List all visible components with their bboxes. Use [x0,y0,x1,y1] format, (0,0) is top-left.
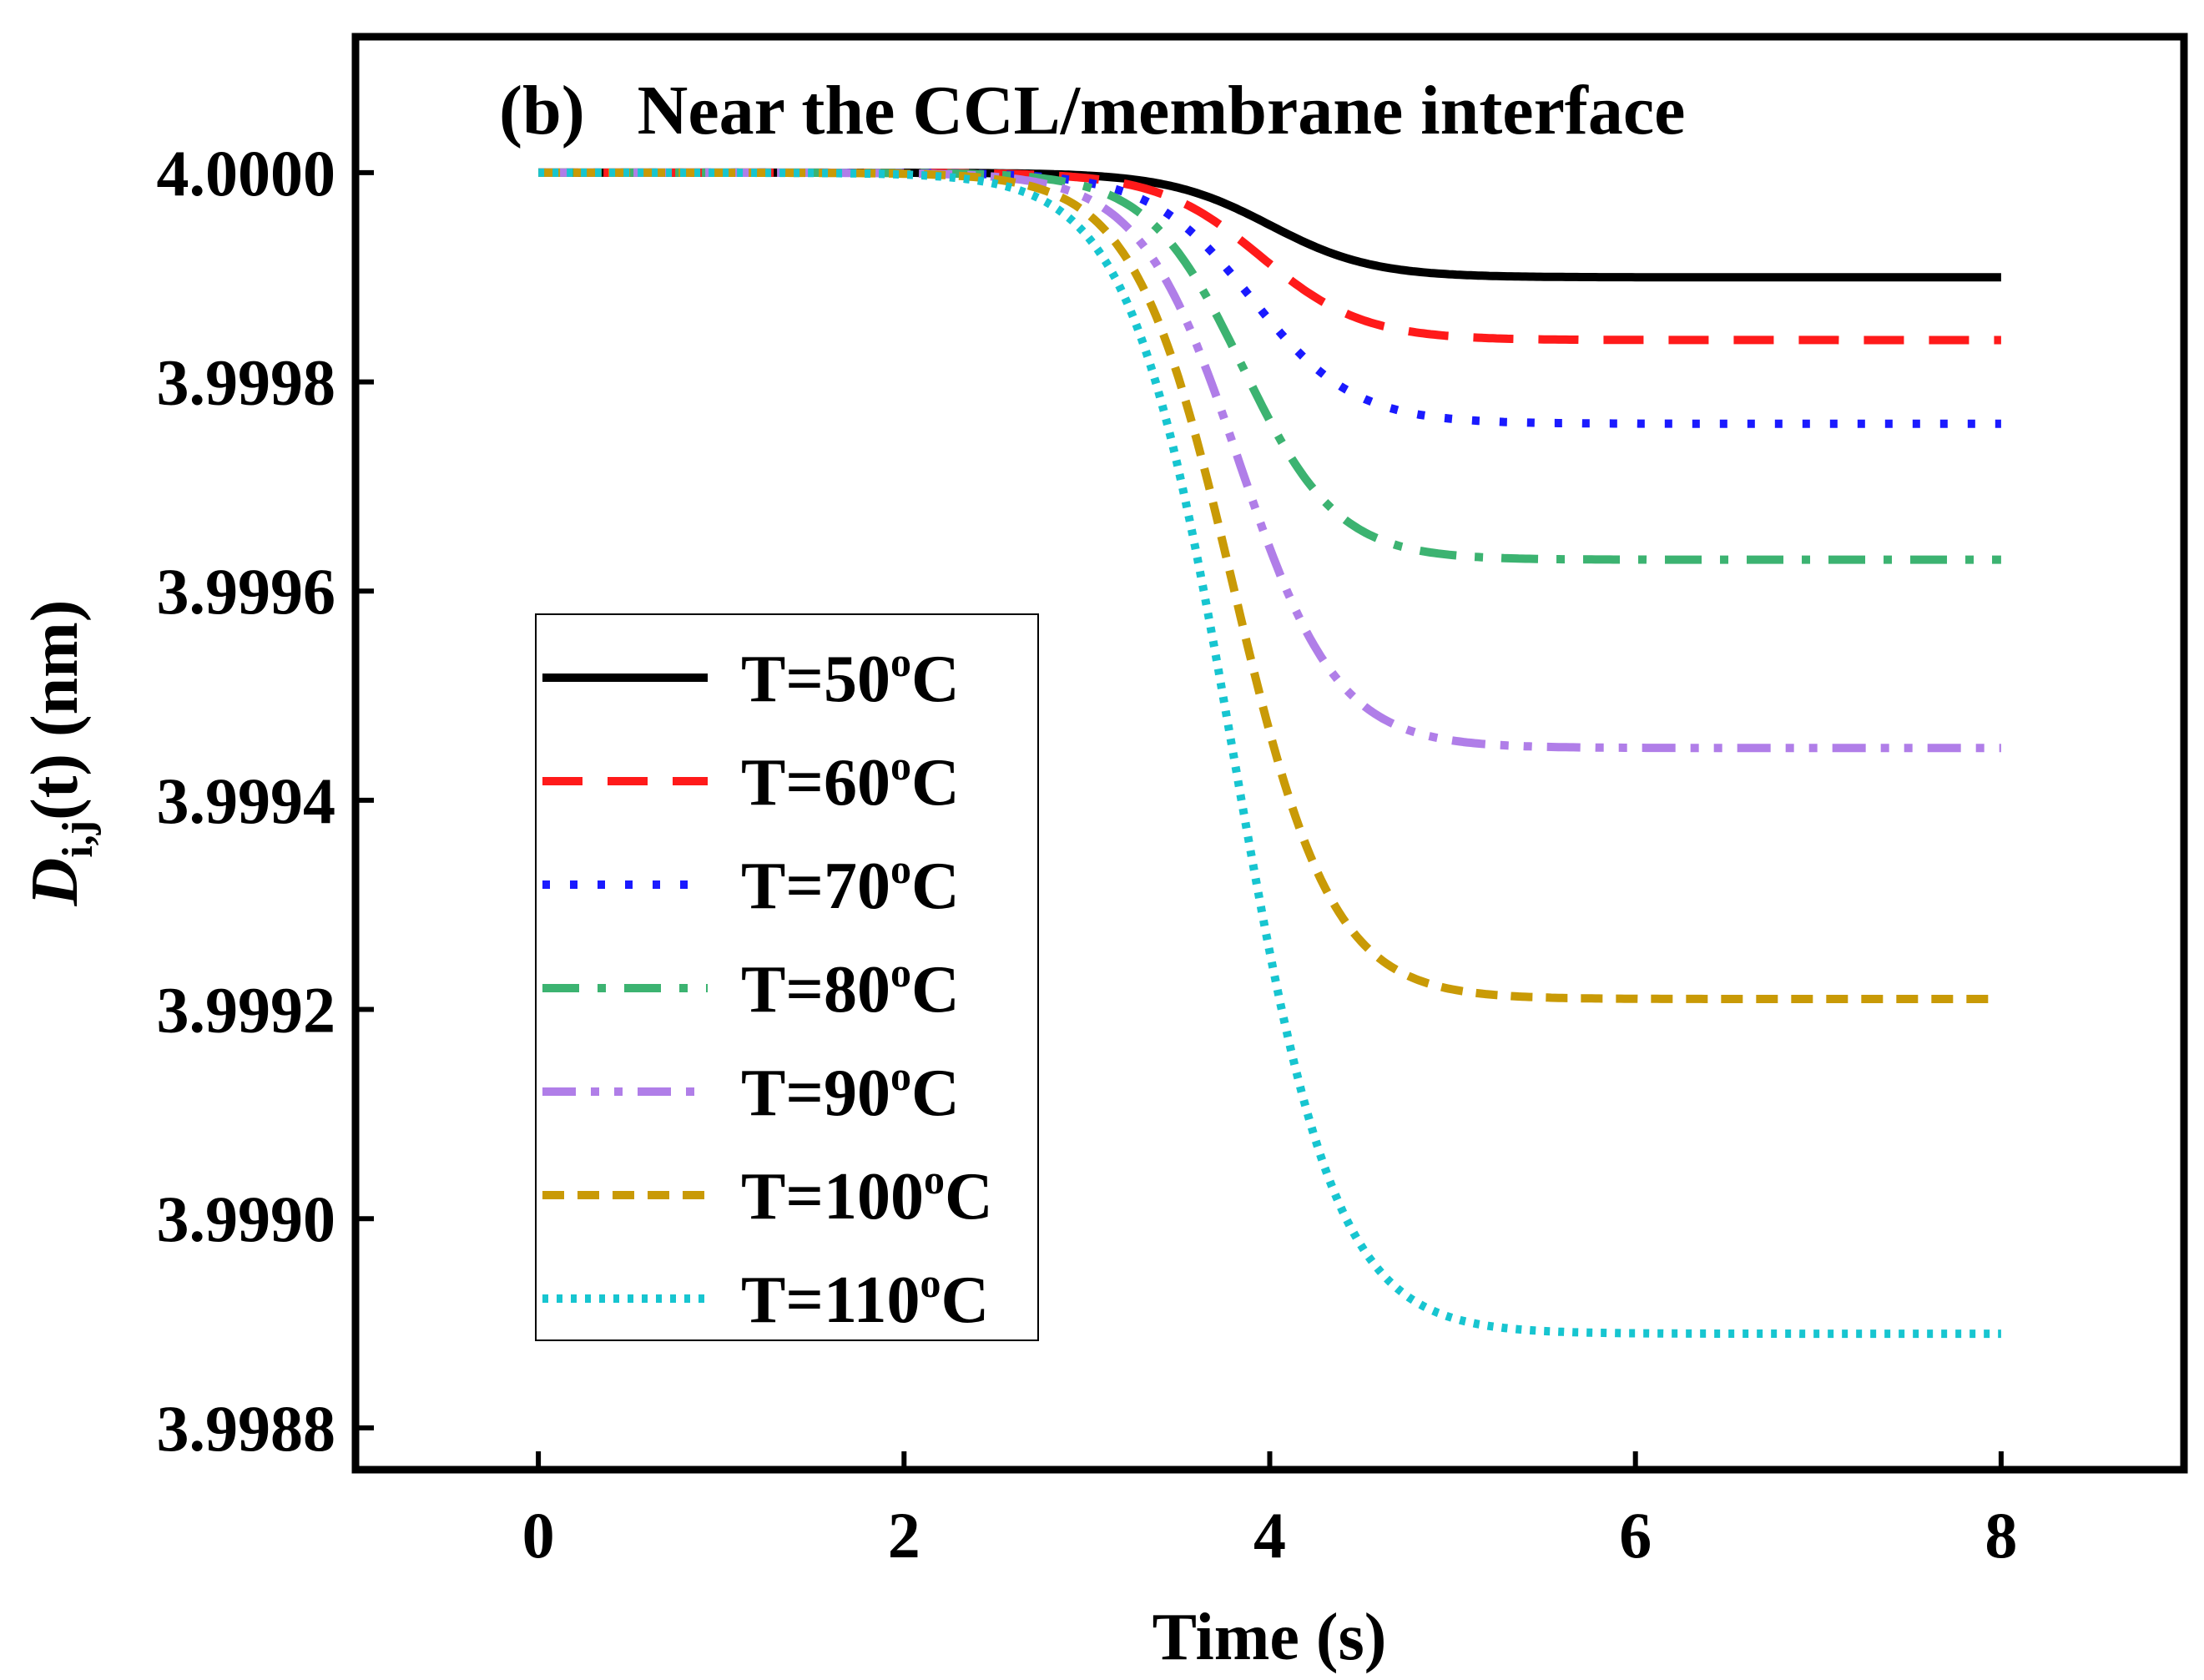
y-tick-label: 3.9996 [157,555,336,628]
y-tick-label: 3.9990 [157,1183,336,1255]
legend-label: T=50oC [741,638,960,716]
legend-label: T=60oC [741,742,960,820]
plot-title: (b) Near the CCL/membrane interface [499,72,1685,149]
x-tick-label: 8 [1985,1499,2017,1572]
y-axis-ticks: 3.9988 3.9990 3.9992 3.9994 3.9996 3.9998 4.00… [157,137,374,1465]
legend-label-unit: C [911,953,960,1027]
series-line-80C [537,168,2002,564]
y-tick-label: 4.0000 [157,137,336,209]
series-line-60C [537,168,2002,345]
legend-label: T=70oC [741,845,960,923]
legend-label-unit: C [941,1264,990,1337]
x-tick-label: 4 [1253,1499,1286,1572]
y-tick-label: 3.9998 [157,346,336,419]
legend-label: T=110oC [741,1259,989,1337]
legend-label: T=90oC [741,1052,960,1130]
legend-label-main: T=110 [741,1264,920,1337]
y-tick-label: 3.9992 [157,974,336,1047]
legend-label-unit: C [911,746,960,820]
legend-label-sup: o [890,845,911,892]
legend-label-main: T=50 [741,643,890,716]
legend-label-main: T=100 [741,1160,924,1234]
x-tick-label: 2 [888,1499,920,1572]
series-line-100C [537,168,2002,1003]
legend-label-sup: o [890,638,911,685]
legend-label-unit: C [945,1160,993,1234]
y-axis-title: Di,j(t) (nm) [18,600,102,907]
y-axis-title-symbol: D [18,858,92,907]
y-axis-title-subscript: i,j [54,820,102,858]
legend-label-main: T=90 [741,1057,890,1130]
y-tick-label: 3.9988 [157,1392,336,1465]
x-axis-title: Time (s) [1152,1601,1387,1674]
x-axis-ticks: 0 2 4 6 8 [522,1451,2017,1572]
legend-label-sup: o [890,949,911,996]
legend-label: T=80oC [741,949,960,1027]
legend-label-unit: C [911,850,960,923]
x-tick-label: 6 [1619,1499,1652,1572]
legend-label-main: T=60 [741,746,890,820]
series-line-110C [537,168,2002,1339]
y-tick-label: 3.9994 [157,764,336,837]
legend-label-main: T=70 [741,850,890,923]
legend-label-unit: C [911,1057,960,1130]
legend-box [535,613,1039,1341]
legend-label-main: T=80 [741,953,890,1027]
y-axis-title-rest: (t) (nm) [18,600,92,820]
legend-label-sup: o [890,1052,911,1099]
x-tick-label: 0 [522,1499,555,1572]
legend-label: T=100oC [741,1156,993,1234]
legend-label-unit: C [911,643,960,716]
legend-label-sup: o [920,1259,941,1306]
legend-entries: T=50oCT=60oCT=70oCT=80oCT=90oCT=100oCT=1… [542,638,993,1337]
legend-label-sup: o [924,1156,945,1203]
legend-label-sup: o [890,742,911,789]
series-layer [537,168,2002,1339]
legend: T=50oCT=60oCT=70oCT=80oCT=90oCT=100oCT=1… [535,613,1039,1341]
